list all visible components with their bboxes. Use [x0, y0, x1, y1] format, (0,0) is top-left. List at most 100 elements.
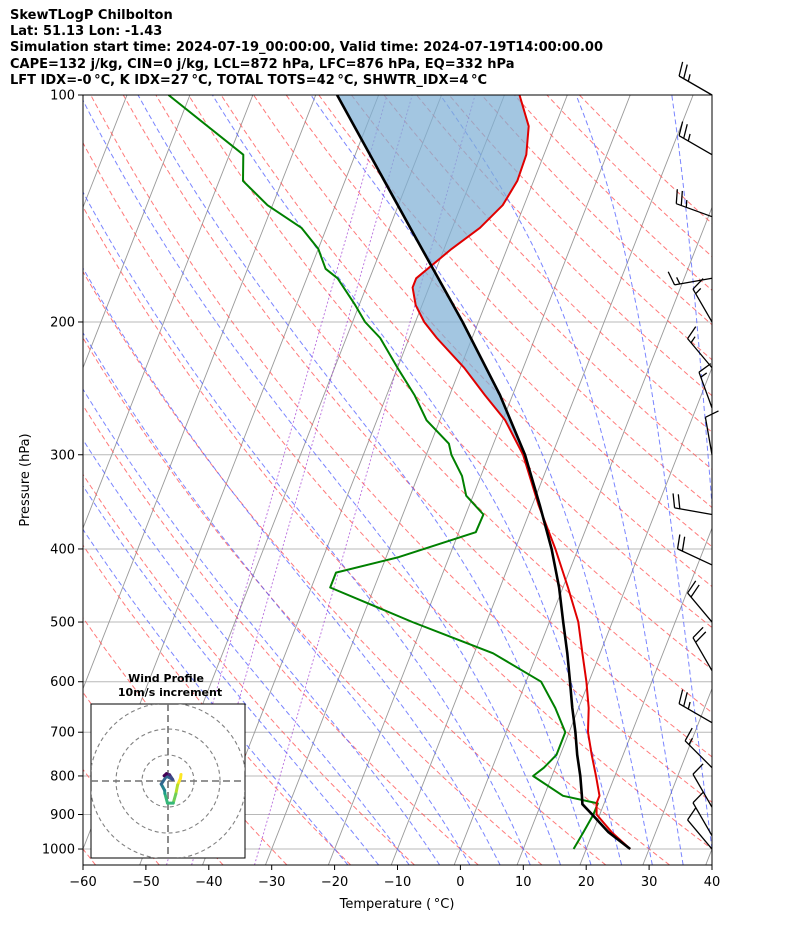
wind-barb-staff — [687, 592, 713, 623]
wind-barb-staff — [692, 637, 713, 671]
temperature-line — [411, 95, 631, 850]
wind-barb-flag — [683, 692, 688, 707]
hodograph-segment — [171, 792, 178, 805]
y-tick-label: 1000 — [42, 843, 75, 858]
wind-barb-staff — [678, 703, 713, 724]
isotherm-line — [579, 526, 712, 865]
wind-barb — [692, 278, 713, 323]
dry-adiabat-line — [546, 95, 712, 258]
hodograph-segment — [174, 783, 180, 796]
dewpoint-line — [167, 95, 599, 850]
y-tick-label: 300 — [50, 448, 75, 463]
hodograph-subtitle: 10m/s increment — [118, 686, 222, 699]
isotherm-line — [83, 95, 317, 690]
x-axis-ticks: −60 −50 −40 −30 −20 −10 0 10 20 30 40 — [69, 865, 720, 890]
wind-barb — [675, 189, 713, 218]
dry-adiabat-line — [90, 95, 712, 803]
moist-adiabat-line — [83, 528, 349, 865]
wind-barb-staff — [678, 135, 713, 156]
dry-adiabat-line — [448, 95, 712, 361]
mixing-ratio-line — [191, 95, 413, 865]
wind-barb — [687, 807, 713, 850]
wind-barb-flag — [681, 536, 686, 552]
wind-barb-half-flag — [687, 701, 691, 710]
wind-barb-flag — [687, 326, 697, 340]
x-axis-label: Temperature ( °C) — [339, 897, 455, 912]
moist-adiabat-line — [83, 267, 501, 865]
isotherm-line — [327, 95, 631, 865]
wind-barb — [678, 121, 713, 156]
moist-adiabat-line — [83, 99, 562, 865]
wind-barb — [698, 363, 713, 409]
dry-adiabat-line — [155, 95, 712, 714]
wind-barb — [687, 580, 713, 623]
dry-adiabat-line — [253, 95, 712, 588]
wind-barb-flag — [692, 278, 704, 290]
x-tick-label: 30 — [641, 875, 658, 890]
y-tick-label: 200 — [50, 315, 75, 330]
hodograph-segment — [162, 772, 168, 778]
isotherm-line — [642, 687, 712, 865]
isotherm-line — [83, 95, 254, 530]
wind-barb-staff — [692, 773, 713, 808]
dry-adiabat-line — [83, 848, 96, 865]
dry-adiabat-line — [83, 270, 607, 865]
wind-barb-staff — [684, 740, 713, 769]
wind-barb — [684, 727, 713, 769]
x-tick-label: −10 — [384, 875, 411, 890]
x-tick-label: −30 — [258, 875, 285, 890]
wind-barb-half-flag — [688, 737, 693, 745]
wind-barb-staff — [687, 338, 713, 369]
wind-barb — [692, 626, 713, 671]
moist-adiabat-line — [83, 438, 410, 865]
station-title: SkewTLogP Chilbolton — [10, 8, 173, 23]
wind-barb-half-flag — [695, 287, 702, 295]
wind-barb-half-flag — [687, 74, 691, 82]
moist-adiabat-line — [83, 485, 380, 865]
y-tick-label: 900 — [50, 808, 75, 823]
wind-barb — [678, 61, 713, 96]
y-tick-label: 400 — [50, 542, 75, 557]
wind-barb-staff — [698, 371, 713, 409]
wind-barb-flag — [684, 727, 693, 742]
wind-barb-flag — [683, 64, 688, 79]
wind-barb — [678, 689, 713, 724]
wind-barb-half-flag — [685, 200, 688, 208]
moist-adiabat-line — [83, 191, 531, 865]
wind-barb-staff — [678, 75, 713, 96]
wind-barb-flag — [692, 763, 704, 775]
mixing-ratio-line — [166, 95, 388, 865]
index-summary: LFT IDX=-0 °C, K IDX=27 °C, TOTAL TOTS=4… — [10, 72, 488, 88]
y-tick-label: 800 — [50, 769, 75, 784]
wind-barb — [667, 271, 713, 286]
wind-barb-staff — [692, 288, 713, 323]
wind-barb-flag — [687, 807, 697, 821]
wind-barb-flag — [687, 580, 697, 594]
wind-barb-half-flag — [687, 133, 691, 142]
dry-adiabat-line — [481, 95, 712, 326]
wind-barb-flag — [678, 61, 684, 77]
y-tick-label: 600 — [50, 675, 75, 690]
cape-area — [337, 95, 535, 488]
wind-barb-flag — [667, 271, 676, 286]
dry-adiabat-line — [83, 141, 712, 850]
isotherm-line — [265, 95, 568, 865]
profile-layer — [167, 95, 631, 851]
cape-summary: CAPE=132 j/kg, CIN=0 j/kg, LCL=872 hPa, … — [10, 56, 515, 72]
x-tick-label: −50 — [132, 875, 159, 890]
wind-barb-half-flag — [676, 277, 681, 285]
hodograph-segment — [159, 774, 168, 786]
chart-header: SkewTLogP Chilbolton Lat: 51.13 Lon: -1.… — [10, 8, 603, 89]
x-tick-label: −20 — [321, 875, 348, 890]
background-lines — [83, 95, 712, 865]
wind-barb-flag — [678, 689, 684, 704]
wind-barb-half-flag — [690, 336, 696, 344]
y-tick-label: 100 — [50, 89, 75, 104]
wind-barb-half-flag — [700, 372, 708, 378]
dry-adiabat-line — [83, 205, 670, 865]
wind-barb — [692, 763, 713, 808]
parcel-line — [335, 95, 631, 851]
x-tick-label: 10 — [515, 875, 532, 890]
y-axis-ticks: 1000 900 800 700 600 500 400 300 200 100 — [42, 89, 83, 858]
y-tick-label: 700 — [50, 726, 75, 741]
